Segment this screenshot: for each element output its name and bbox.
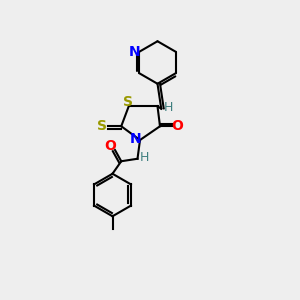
Text: S: S <box>123 95 133 109</box>
Text: N: N <box>129 45 140 59</box>
Text: N: N <box>130 132 141 146</box>
Text: S: S <box>98 119 107 133</box>
Text: H: H <box>164 101 173 114</box>
Text: H: H <box>140 151 149 164</box>
Text: O: O <box>172 119 183 133</box>
Text: O: O <box>105 139 116 153</box>
